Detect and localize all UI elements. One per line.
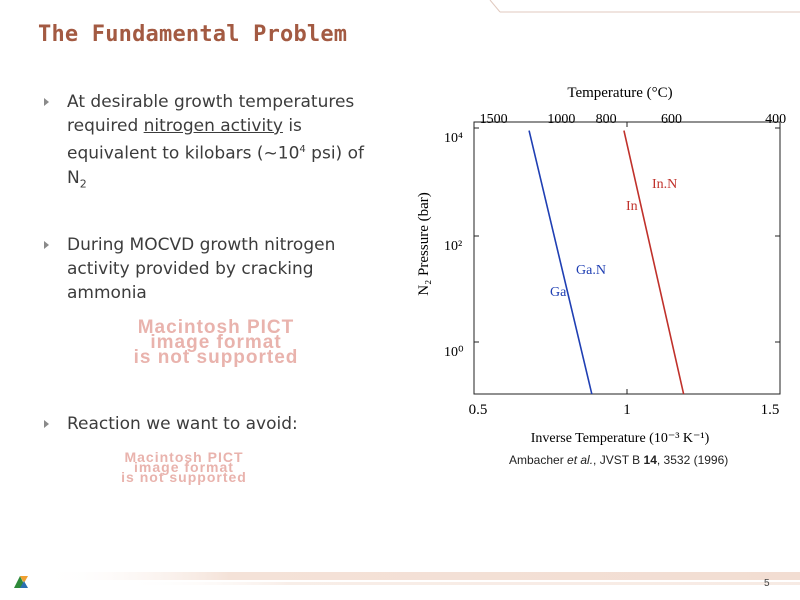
top-axis-title: Temperature (°C)	[567, 85, 672, 101]
series-annotation: In	[626, 199, 638, 214]
series-annotation: Ga	[550, 285, 567, 300]
bullet-arrow-icon	[44, 420, 49, 428]
top-axis-tick-label: 800	[596, 112, 617, 127]
series-line-1	[623, 130, 685, 395]
page-number: 5	[764, 578, 770, 589]
y-tick-label: 10⁴	[444, 131, 463, 146]
y-axis-title: N₂ Pressure (bar)	[416, 192, 432, 296]
bullet-1-line-2: required nitrogen activity is	[67, 116, 302, 136]
citation: Ambacher et al., JVST B 14, 3532 (1996)	[509, 453, 729, 467]
series-annotation: In.N	[652, 177, 677, 192]
top-axis-tick-label: 1000	[547, 112, 575, 127]
x-axis-title: Inverse Temperature (10⁻³ K⁻¹)	[531, 431, 710, 446]
series-line-0	[528, 130, 593, 395]
bullet-3-line-1: Reaction we want to avoid:	[67, 414, 298, 434]
footer-bar	[14, 572, 800, 588]
nitrogen-activity-term: nitrogen activity	[143, 116, 283, 136]
y-tick-label: 10²	[444, 239, 462, 254]
slide-title: The Fundamental Problem	[38, 22, 348, 47]
bullet-1-line-1: At desirable growth temperatures	[67, 92, 355, 112]
bullet-2-line-1: During MOCVD growth nitrogen	[67, 235, 336, 255]
top-axis-tick-label: 400	[765, 112, 786, 127]
top-axis-tick-label: 1500	[480, 112, 508, 127]
top-axis-tick-label: 600	[661, 112, 682, 127]
plot-frame	[473, 121, 781, 395]
top-decoration	[489, 0, 800, 13]
unsupported-image-placeholder-2: Macintosh PICT image format is not suppo…	[121, 449, 247, 485]
logo-icon	[14, 576, 28, 588]
bullet-1-line-3: equivalent to kilobars (~104 psi) of	[67, 143, 364, 164]
y-tick-label: 10⁰	[444, 345, 464, 360]
unsupported-image-placeholder-1: Macintosh PICT image format is not suppo…	[133, 317, 299, 368]
series-annotation: Ga.N	[576, 263, 606, 278]
bullet-arrow-icon	[44, 241, 49, 249]
bullet-2-line-2: activity provided by cracking	[67, 259, 314, 279]
bullet-2-line-3: ammonia	[67, 283, 147, 303]
x-tick-label: 1	[623, 402, 631, 418]
bullet-1-line-4: N2	[67, 167, 87, 191]
x-tick-label: 1.5	[761, 402, 780, 418]
x-tick-label: 0.5	[469, 402, 488, 418]
nitride-pressure-chart: Temperature (°C) Inverse Temperature (10…	[416, 85, 786, 446]
bullet-arrow-icon	[44, 98, 49, 106]
